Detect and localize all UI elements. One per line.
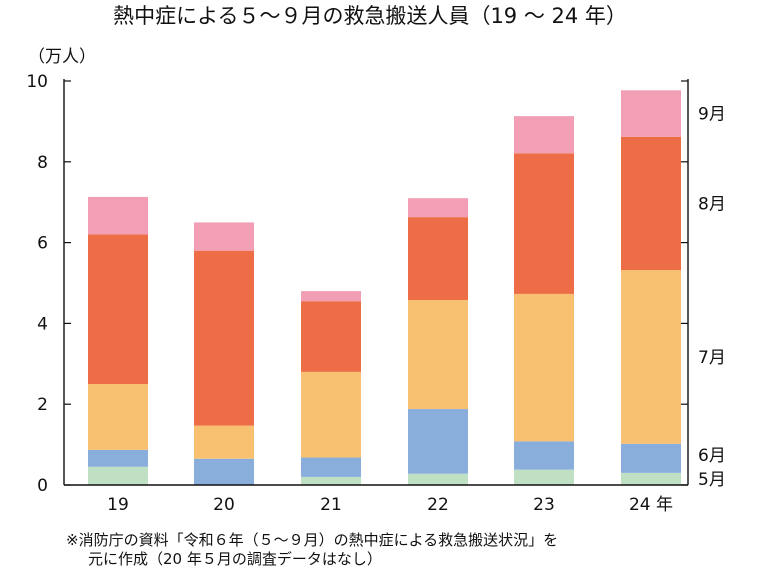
bar-segment-7月-22 <box>408 299 468 410</box>
bar-segment-6月-22 <box>408 409 468 474</box>
y-tick-label-0: 0 <box>37 476 48 496</box>
bar-segment-8月-22 <box>408 217 468 300</box>
bar-segment-7月-23 <box>514 293 574 442</box>
bar-segment-8月-20 <box>194 250 254 426</box>
x-tick-label-22: 22 <box>427 495 449 515</box>
y-tick-label-4: 4 <box>37 314 48 334</box>
bars-layer <box>88 90 681 485</box>
bar-segment-9月-24年 <box>621 90 681 137</box>
x-tick-label-19: 19 <box>107 495 129 515</box>
y-axis-unit-label: （万人） <box>28 47 96 67</box>
bar-segment-7月-20 <box>194 425 254 459</box>
x-tick-label-23: 23 <box>533 495 555 515</box>
x-tick-label-21: 21 <box>320 495 342 515</box>
bar-segment-7月-24年 <box>621 270 681 444</box>
bar-segment-7月-21 <box>301 371 361 458</box>
bar-segment-6月-20 <box>194 458 254 485</box>
bar-segment-5月-24年 <box>621 472 681 485</box>
legend-label-8月: 8月 <box>698 194 726 214</box>
bar-segment-9月-21 <box>301 291 361 302</box>
bar-segment-8月-23 <box>514 153 574 294</box>
y-tick-label-10: 10 <box>26 72 48 92</box>
y-tick-label-6: 6 <box>37 234 48 254</box>
legend-layer: 5月 6月 7月 8月 9月 <box>698 105 726 490</box>
bar-segment-6月-23 <box>514 441 574 470</box>
footnote-line-1: ※消防庁の資料「令和６年（５～９月）の熱中症による救急搬送状況」を <box>66 531 558 549</box>
legend-label-5月: 5月 <box>698 470 726 490</box>
bar-segment-6月-19 <box>88 449 148 467</box>
bar-segment-5月-19 <box>88 466 148 485</box>
bar-segment-9月-23 <box>514 116 574 154</box>
legend-label-7月: 7月 <box>698 348 726 368</box>
bar-segment-9月-20 <box>194 222 254 251</box>
bar-segment-8月-21 <box>301 301 361 372</box>
legend-label-9月: 9月 <box>698 105 726 125</box>
bar-segment-9月-19 <box>88 196 148 235</box>
bar-segment-6月-21 <box>301 457 361 477</box>
legend-label-6月: 6月 <box>698 446 726 466</box>
bar-segment-5月-23 <box>514 469 574 485</box>
bar-segment-5月-22 <box>408 473 468 485</box>
bar-segment-6月-24年 <box>621 443 681 473</box>
axis-layer: 0 2 4 6 8 10 19 20 21 22 23 24 年 <box>26 72 689 515</box>
bar-segment-8月-19 <box>88 234 148 384</box>
x-tick-label-24年: 24 年 <box>629 495 673 515</box>
y-tick-label-2: 2 <box>37 395 48 415</box>
x-tick-label-20: 20 <box>213 495 235 515</box>
bar-segment-9月-22 <box>408 198 468 218</box>
footnote-line-2: 元に作成（20 年５月の調査データはなし） <box>88 550 382 568</box>
chart-title: 熱中症による５～９月の救急搬送人員（19 ～ 24 年） <box>113 4 627 28</box>
bar-segment-7月-19 <box>88 384 148 450</box>
y-tick-label-8: 8 <box>37 153 48 173</box>
bar-segment-8月-24年 <box>621 136 681 271</box>
bar-segment-5月-21 <box>301 476 361 485</box>
